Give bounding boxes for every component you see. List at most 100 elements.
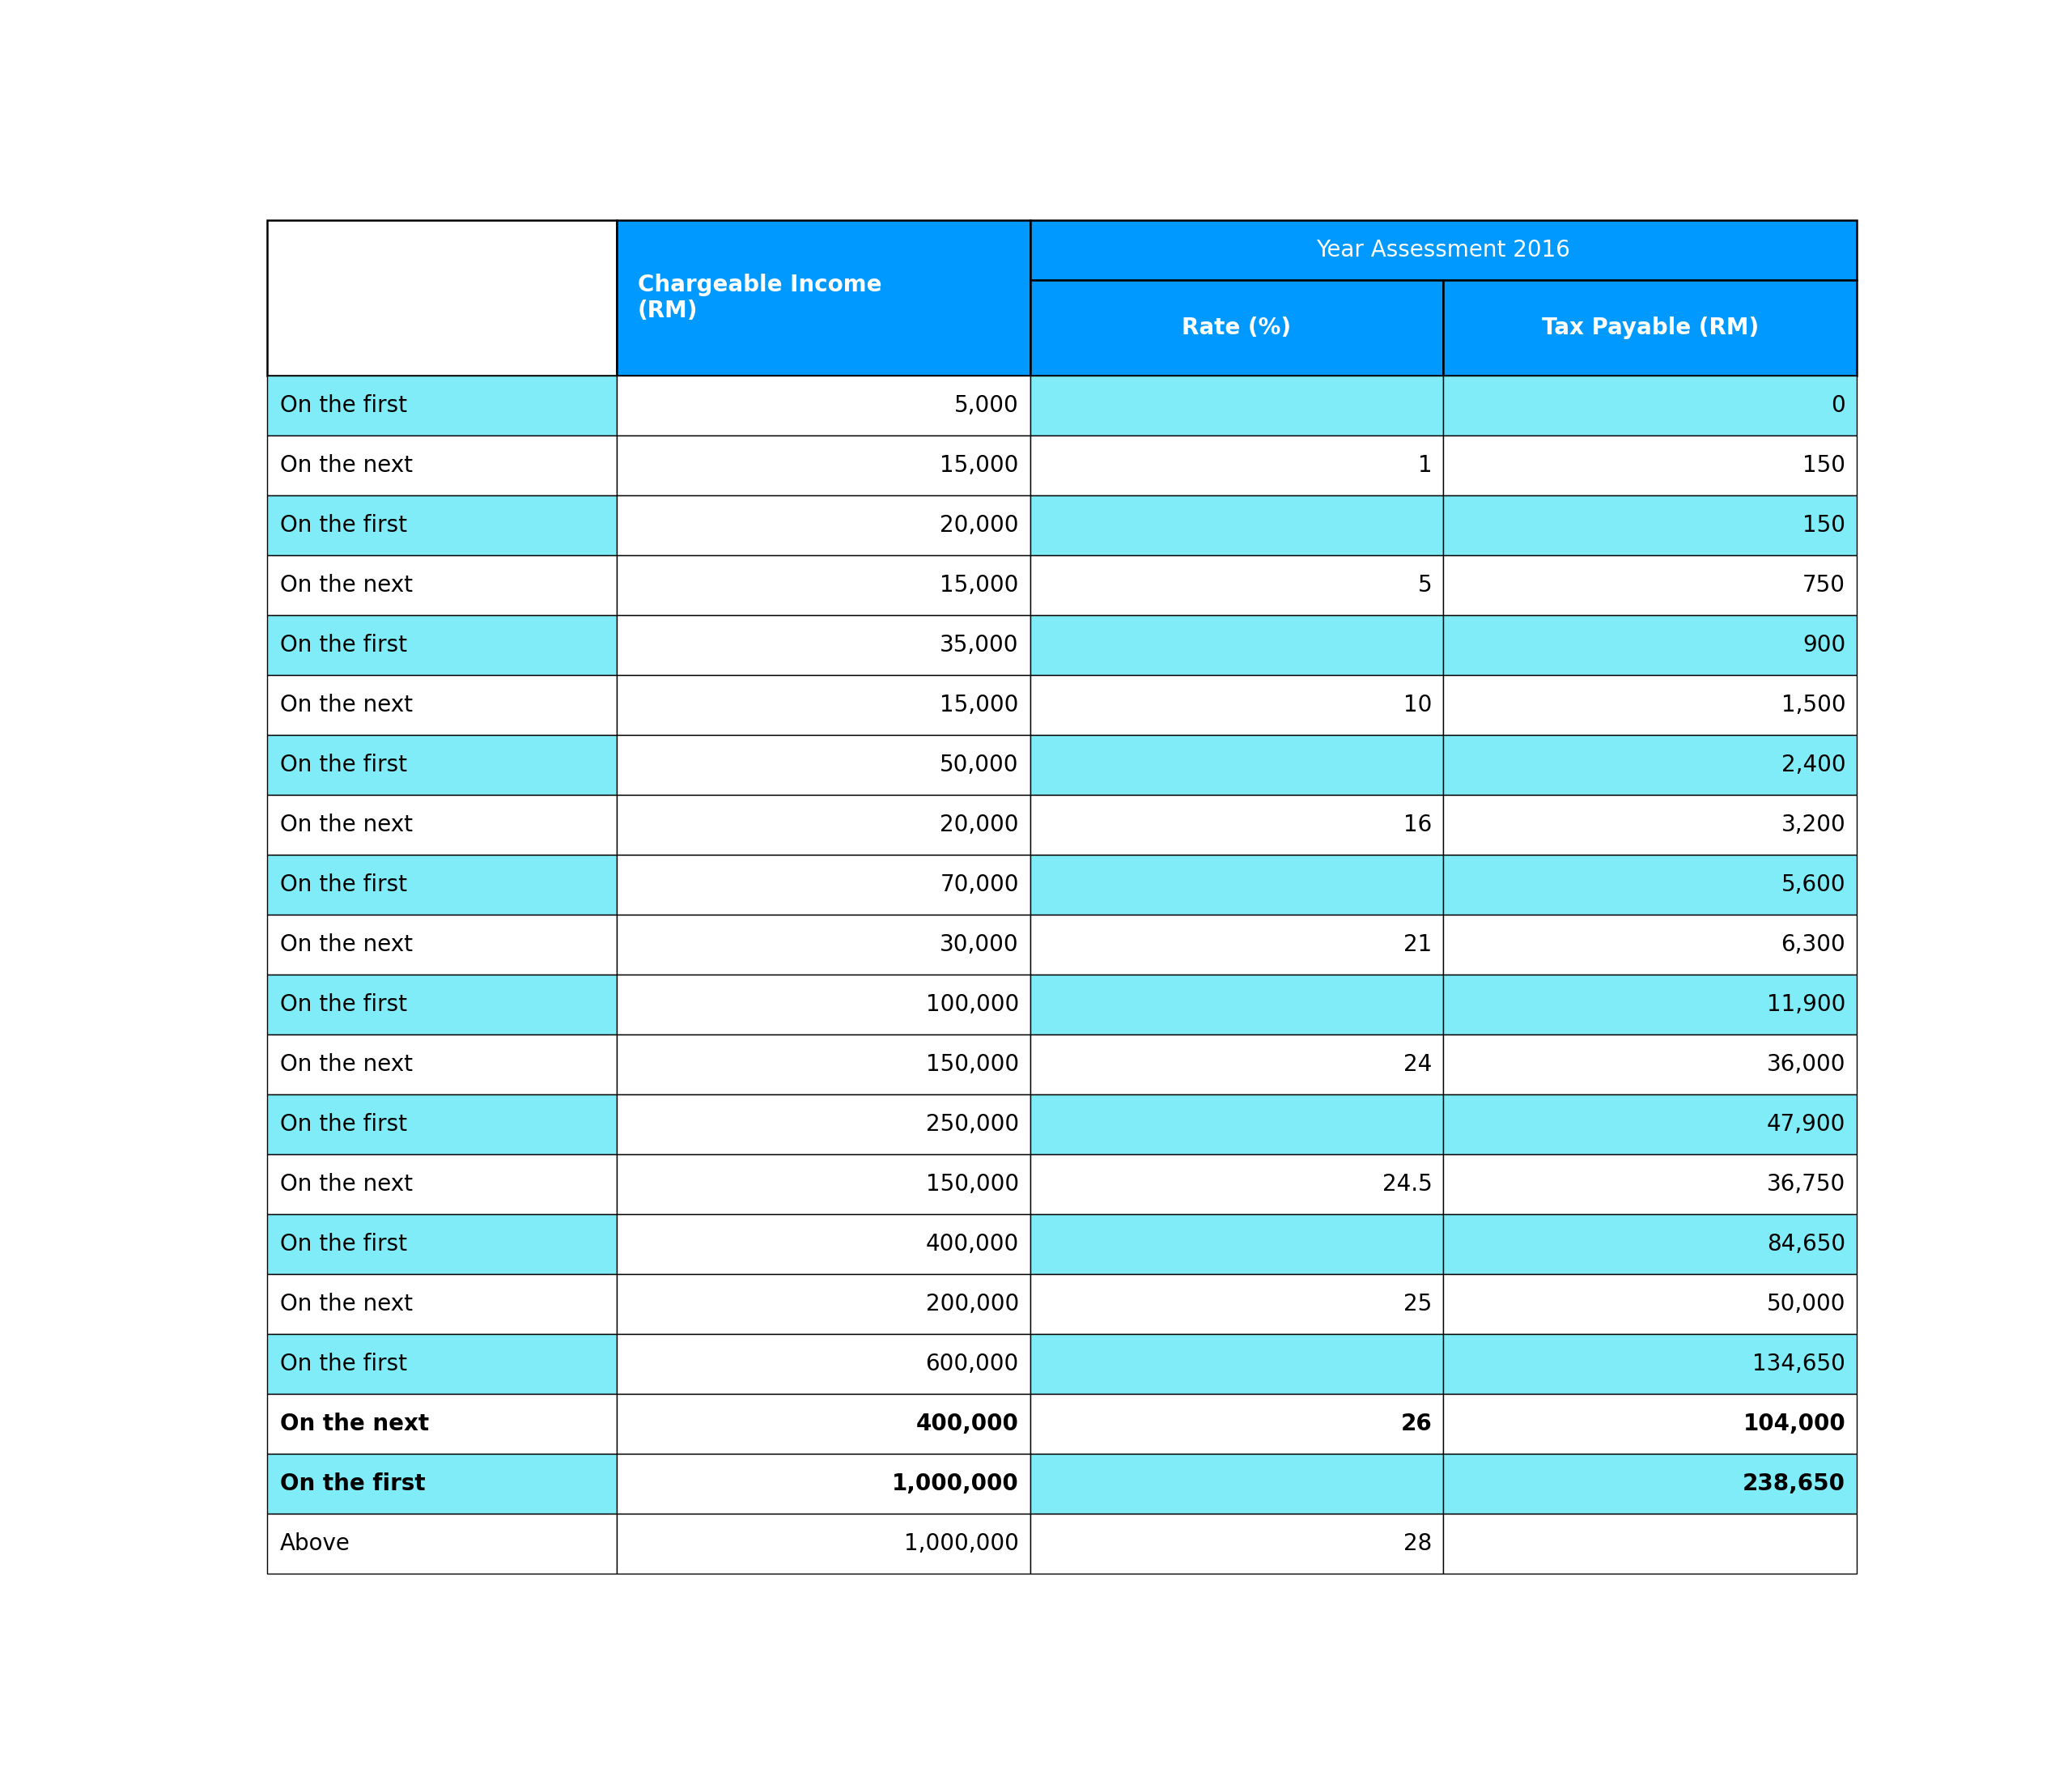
Text: On the next: On the next	[280, 1053, 412, 1076]
Text: On the first: On the first	[280, 753, 406, 776]
Text: On the next: On the next	[280, 1293, 412, 1316]
Bar	[617, 1094, 1030, 1154]
Bar	[617, 796, 1030, 854]
Bar	[267, 735, 617, 796]
Bar	[617, 496, 1030, 556]
Text: 900: 900	[1803, 634, 1846, 657]
Bar	[267, 496, 617, 556]
Text: 1,000,000: 1,000,000	[903, 1533, 1019, 1556]
Text: Year Assessment 2016: Year Assessment 2016	[1316, 238, 1571, 261]
Text: 250,000: 250,000	[926, 1114, 1019, 1137]
Text: 150: 150	[1803, 455, 1846, 478]
Text: Chargeable Income
(RM): Chargeable Income (RM)	[638, 274, 883, 323]
Text: 134,650: 134,650	[1753, 1353, 1846, 1375]
Bar	[1030, 556, 1444, 616]
Text: 150,000: 150,000	[926, 1053, 1019, 1076]
Text: 36,750: 36,750	[1767, 1174, 1846, 1195]
Bar	[617, 675, 1030, 735]
Bar	[617, 854, 1030, 915]
Text: 100,000: 100,000	[926, 993, 1019, 1016]
Bar	[1444, 435, 1857, 496]
Bar	[267, 1035, 617, 1094]
Text: 20,000: 20,000	[941, 813, 1019, 836]
Text: 1: 1	[1417, 455, 1432, 478]
Text: 24: 24	[1403, 1053, 1432, 1076]
Text: On the next: On the next	[280, 574, 412, 597]
Bar	[1444, 281, 1857, 377]
Text: 21: 21	[1403, 934, 1432, 955]
Bar	[1030, 1394, 1444, 1455]
Bar	[267, 1455, 617, 1513]
Bar	[1444, 1154, 1857, 1215]
Bar	[267, 220, 617, 377]
Bar	[617, 616, 1030, 675]
Text: 10: 10	[1403, 694, 1432, 718]
Bar	[1030, 1035, 1444, 1094]
Text: 200,000: 200,000	[926, 1293, 1019, 1316]
Bar	[617, 735, 1030, 796]
Text: 750: 750	[1803, 574, 1846, 597]
Bar	[267, 796, 617, 854]
Bar	[1030, 1154, 1444, 1215]
Bar	[1030, 675, 1444, 735]
Bar	[1444, 915, 1857, 975]
Bar	[267, 975, 617, 1035]
Text: 1,000,000: 1,000,000	[891, 1472, 1019, 1495]
Bar	[1030, 220, 1857, 281]
Bar	[1030, 854, 1444, 915]
Bar	[1444, 796, 1857, 854]
Text: 15,000: 15,000	[941, 455, 1019, 478]
Text: 150,000: 150,000	[926, 1174, 1019, 1195]
Text: 11,900: 11,900	[1767, 993, 1846, 1016]
Text: 5: 5	[1417, 574, 1432, 597]
Bar	[1030, 915, 1444, 975]
Bar	[1030, 1513, 1444, 1574]
Text: 600,000: 600,000	[926, 1353, 1019, 1375]
Bar	[1444, 1513, 1857, 1574]
Bar	[267, 1154, 617, 1215]
Text: On the next: On the next	[280, 694, 412, 718]
Text: 5,000: 5,000	[955, 394, 1019, 417]
Bar	[1444, 616, 1857, 675]
Bar	[617, 377, 1030, 435]
Text: On the first: On the first	[280, 1233, 406, 1256]
Bar	[1444, 556, 1857, 616]
Text: 50,000: 50,000	[1767, 1293, 1846, 1316]
Text: 47,900: 47,900	[1767, 1114, 1846, 1137]
Bar	[267, 1334, 617, 1394]
Text: Rate (%): Rate (%)	[1183, 316, 1291, 339]
Bar	[617, 1513, 1030, 1574]
Text: On the first: On the first	[280, 394, 406, 417]
Text: 1,500: 1,500	[1782, 694, 1846, 718]
Text: 104,000: 104,000	[1743, 1412, 1846, 1435]
Text: 25: 25	[1403, 1293, 1432, 1316]
Text: 238,650: 238,650	[1743, 1472, 1846, 1495]
Text: 400,000: 400,000	[916, 1412, 1019, 1435]
Bar	[617, 1154, 1030, 1215]
Bar	[267, 854, 617, 915]
Text: 15,000: 15,000	[941, 574, 1019, 597]
Bar	[1444, 1275, 1857, 1334]
Bar	[1444, 854, 1857, 915]
Bar	[617, 1334, 1030, 1394]
Text: On the next: On the next	[280, 1174, 412, 1195]
Text: On the first: On the first	[280, 874, 406, 897]
Bar	[1030, 1094, 1444, 1154]
Text: 30,000: 30,000	[941, 934, 1019, 955]
Text: On the next: On the next	[280, 813, 412, 836]
Text: On the first: On the first	[280, 1353, 406, 1375]
Bar	[617, 220, 1030, 377]
Bar	[267, 1094, 617, 1154]
Bar	[267, 1275, 617, 1334]
Text: 35,000: 35,000	[941, 634, 1019, 657]
Bar	[267, 675, 617, 735]
Text: On the first: On the first	[280, 634, 406, 657]
Text: 0: 0	[1832, 394, 1846, 417]
Bar	[617, 1455, 1030, 1513]
Bar	[1030, 496, 1444, 556]
Bar	[1444, 1394, 1857, 1455]
Text: On the next: On the next	[280, 455, 412, 478]
Bar	[267, 915, 617, 975]
Text: 36,000: 36,000	[1767, 1053, 1846, 1076]
Bar	[1444, 675, 1857, 735]
